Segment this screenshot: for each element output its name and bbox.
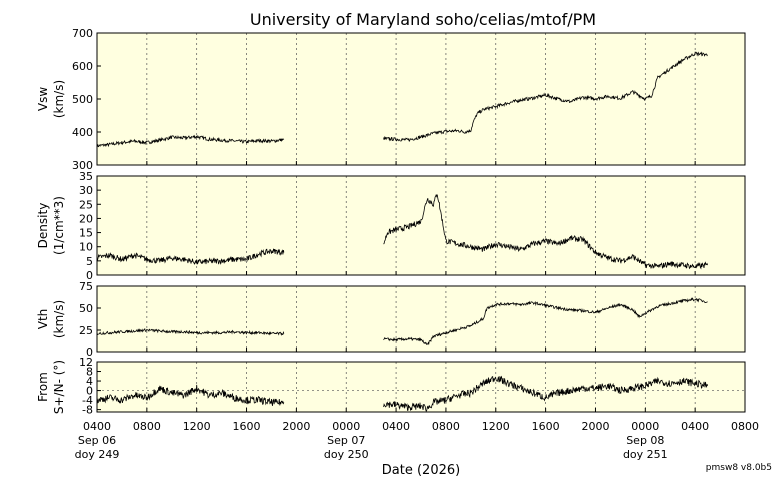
y-tick-label: 8 [86,366,93,379]
series-line [96,248,285,265]
series-line [383,297,708,346]
panel-vsw: 300 400 500 600 700 Vsw (km/s) [36,27,746,172]
x-tick-label: 0000 [631,420,659,433]
y-axis-label: (km/s) [52,300,66,338]
y-axis-label: S+/N- (°) [52,360,66,414]
x-tick-label: 1600 [532,420,560,433]
y-tick-label: -8 [82,404,93,417]
y-axis-label: Vsw [36,87,50,111]
x-tick-label: 1600 [233,420,261,433]
x-tick-label: doy 251 [623,448,668,461]
series-line [383,51,708,142]
y-tick-label: 500 [72,93,93,106]
y-tick-label: 12 [79,356,93,369]
x-tick-label: 0800 [133,420,161,433]
y-tick-label: 25 [79,324,93,337]
series-line [96,328,285,336]
y-tick-label: 30 [79,184,93,197]
x-tick-label: 0800 [432,420,460,433]
y-tick-label: 5 [86,255,93,268]
y-axis-label: Vth [36,309,50,330]
panel-background [97,286,745,352]
x-tick-label: Sep 06 [78,434,116,447]
y-tick-label: 25 [79,198,93,211]
x-tick-label: 1200 [183,420,211,433]
y-tick-label: 10 [79,241,93,254]
y-axis-label: (km/s) [52,80,66,118]
y-tick-label: 600 [72,60,93,73]
series-line [383,375,708,413]
y-tick-label: -4 [82,394,93,407]
x-tick-label: 0400 [382,420,410,433]
y-tick-label: 700 [72,27,93,40]
version-label: pmsw8 v8.0b5 [706,463,772,473]
y-axis-label: Density [36,203,50,249]
x-tick-label: 0800 [731,420,759,433]
y-tick-label: 400 [72,126,93,139]
y-tick-label: 0 [86,385,93,398]
y-tick-label: 35 [79,170,93,183]
y-tick-label: 4 [86,375,93,388]
x-tick-label: 0000 [332,420,360,433]
x-tick-label: 2000 [581,420,609,433]
y-tick-label: 50 [79,302,93,315]
y-axis-label: (1/cm**3) [52,196,66,255]
y-tick-label: 20 [79,212,93,225]
y-tick-label: 300 [72,159,93,172]
series-line [383,193,708,270]
panel-frame [96,32,746,166]
panel-frame [96,285,746,353]
chart-title: University of Maryland soho/celias/mtof/… [250,10,596,29]
x-axis-label: Date (2026) [382,463,460,478]
y-tick-label: 0 [86,269,93,282]
y-axis-label: From [36,372,50,402]
x-tick-label: 0400 [681,420,709,433]
x-tick-label: doy 249 [75,448,120,461]
x-tick-label: Sep 08 [626,434,664,447]
panel-frame [96,361,746,413]
panel-background [97,176,745,275]
y-tick-label: 0 [86,346,93,359]
panel-vth: 0 25 50 75 Vth (km/s) [36,280,746,359]
panel-frame [96,175,746,276]
x-tick-label: Sep 07 [327,434,365,447]
x-tick-label: 0400 [83,420,111,433]
x-tick-label: 1200 [482,420,510,433]
series-line [96,384,285,406]
y-tick-label: 75 [79,280,93,293]
y-tick-label: 15 [79,227,93,240]
x-tick-label: doy 250 [324,448,369,461]
panel-background [97,33,745,165]
x-tick-label: 2000 [282,420,310,433]
series-line [96,134,285,148]
